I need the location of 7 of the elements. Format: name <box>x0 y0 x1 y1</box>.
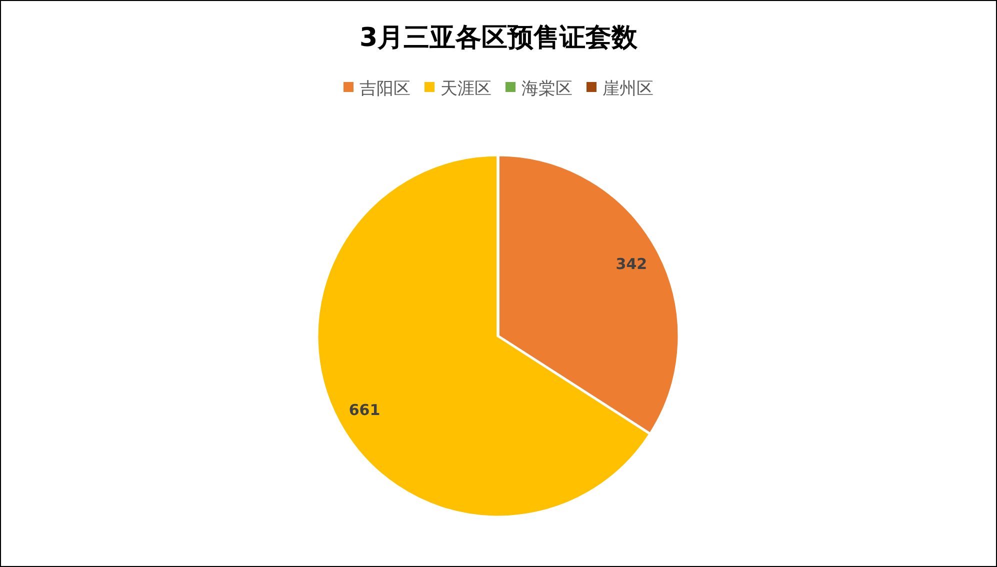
data-label: 342 <box>616 255 648 274</box>
data-label: 661 <box>348 400 380 419</box>
legend-label: 海棠区 <box>522 79 572 99</box>
legend-label: 吉阳区 <box>360 79 410 99</box>
chart-title: 3月三亚各区预售证套数 <box>359 23 639 53</box>
legend-label: 天涯区 <box>440 79 492 99</box>
legend-label: 崖州区 <box>602 79 654 99</box>
